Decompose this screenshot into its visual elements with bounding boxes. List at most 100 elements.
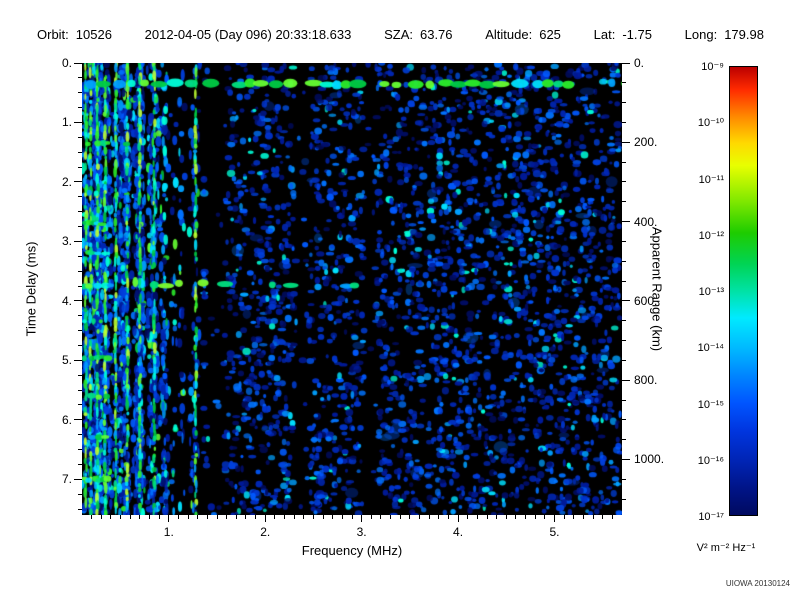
- x-minor-tick: [284, 515, 285, 519]
- y-right-minor-tick: [622, 240, 626, 242]
- x-minor-tick: [216, 515, 218, 519]
- x-minor-tick: [351, 515, 353, 519]
- y-left-major-tick: [74, 121, 82, 123]
- x-minor-tick: [428, 515, 430, 519]
- x-minor-tick: [187, 515, 189, 519]
- y-right-tick-label: 1000.: [634, 452, 665, 467]
- x-minor-tick: [390, 515, 392, 519]
- y-right-major-tick: [622, 379, 630, 381]
- x-minor-tick: [332, 515, 334, 519]
- y-right-major-tick: [622, 62, 630, 64]
- plot-area: [82, 63, 622, 515]
- header-sza-value: 63.76: [419, 27, 453, 42]
- colorbar-unit-label: V² m⁻² Hz⁻¹: [696, 542, 756, 554]
- colorbar-tick-label: 10⁻⁹: [701, 61, 724, 73]
- y-right-major-tick: [622, 221, 630, 223]
- x-minor-tick: [91, 515, 93, 519]
- header-datetime: 2012-04-05 (Day 096) 20:33:18.633: [145, 27, 352, 42]
- x-minor-tick: [226, 515, 228, 519]
- x-tick-label: 4.: [453, 525, 464, 539]
- x-axis-label: Frequency (MHz): [301, 543, 403, 558]
- header-altitude-label: Altitude:: [485, 27, 533, 42]
- x-minor-tick: [206, 515, 208, 519]
- y-right-minor-tick: [622, 498, 626, 500]
- x-minor-tick: [505, 515, 507, 519]
- x-minor-tick: [197, 515, 199, 519]
- x-minor-tick: [573, 515, 575, 519]
- header-altitude-value: 625: [539, 27, 561, 42]
- x-tick-label: 2.: [260, 525, 271, 539]
- x-minor-tick: [149, 515, 150, 519]
- colorbar-tick-label: 10⁻¹⁷: [698, 511, 724, 523]
- x-minor-tick: [419, 515, 420, 519]
- y-right-minor-tick: [622, 161, 626, 163]
- colorbar-tick-label: 10⁻¹³: [698, 286, 724, 298]
- y-left-major-tick: [74, 359, 82, 361]
- y-left-tick-label: 6.: [61, 412, 72, 427]
- header-long-value: 179.98: [724, 27, 764, 42]
- x-major-tick: [264, 515, 266, 522]
- y-right-minor-tick: [622, 399, 626, 401]
- x-minor-tick: [438, 515, 440, 519]
- y-right-minor-tick: [622, 478, 626, 480]
- y-right-minor-tick: [622, 260, 626, 262]
- x-minor-tick: [409, 515, 411, 519]
- x-minor-tick: [322, 515, 324, 519]
- y-right-major-tick: [622, 458, 630, 460]
- header-sza: SZA: 63.76: [384, 27, 452, 42]
- x-minor-tick: [380, 515, 382, 519]
- colorbar-tick-label: 10⁻¹⁶: [697, 454, 724, 467]
- x-minor-tick: [139, 515, 141, 519]
- colorbar-tick-label: 10⁻¹²: [698, 229, 724, 242]
- header-orbit-value: 10526: [75, 27, 112, 42]
- x-major-tick: [457, 515, 459, 522]
- x-minor-tick: [592, 515, 594, 519]
- x-minor-tick: [486, 515, 488, 519]
- x-minor-tick: [303, 515, 305, 519]
- x-minor-tick: [370, 515, 372, 519]
- x-minor-tick: [582, 515, 584, 519]
- x-minor-tick: [544, 515, 546, 519]
- y-left-major-tick: [74, 419, 82, 421]
- x-minor-tick: [515, 515, 517, 519]
- x-minor-tick: [563, 515, 565, 519]
- y-left-tick-label: 2.: [61, 174, 72, 189]
- x-minor-tick: [611, 515, 613, 519]
- y-axis-label-left: Time Delay (ms): [23, 241, 39, 337]
- header-info: Orbit: 10526 2012-04-05 (Day 096) 20:33:…: [37, 27, 764, 42]
- colorbar-tick-label: 10⁻¹⁴: [697, 342, 724, 355]
- x-minor-tick: [129, 515, 131, 519]
- y-right-tick-label: 200.: [634, 135, 658, 150]
- header-lat-label: Lat:: [593, 27, 616, 42]
- y-left-major-tick: [74, 300, 82, 302]
- x-minor-tick: [496, 515, 498, 519]
- header-datetime-value: 2012-04-05 (Day 096) 20:33:18.633: [144, 27, 352, 42]
- y-right-minor-tick: [622, 280, 626, 282]
- y-right-minor-tick: [622, 102, 626, 104]
- y-right-minor-tick: [622, 340, 626, 342]
- colorbar: [729, 66, 758, 516]
- x-tick-label: 1.: [163, 525, 174, 539]
- x-minor-tick: [274, 515, 276, 519]
- x-minor-tick: [534, 515, 536, 519]
- header-orbit: Orbit: 10526: [37, 27, 112, 42]
- y-left-major-tick: [74, 62, 82, 64]
- y-left-tick-label: 5.: [61, 353, 72, 368]
- y-left-tick-label: 1.: [61, 115, 72, 130]
- x-minor-tick: [602, 515, 604, 519]
- header-lat: Lat: -1.75: [594, 27, 652, 42]
- x-minor-tick: [158, 515, 160, 519]
- y-right-major-tick: [622, 300, 630, 302]
- header-orbit-label: Orbit:: [37, 27, 69, 42]
- spectrogram-canvas: [82, 63, 622, 515]
- x-minor-tick: [235, 515, 237, 519]
- y-left-tick-label: 0.: [61, 56, 72, 70]
- x-minor-tick: [525, 515, 527, 519]
- y-right-minor-tick: [622, 82, 626, 84]
- x-minor-tick: [312, 515, 314, 519]
- y-left-major-tick: [74, 478, 82, 480]
- y-right-tick-label: 0.: [634, 56, 645, 70]
- x-minor-tick: [476, 515, 478, 519]
- x-minor-tick: [110, 515, 112, 519]
